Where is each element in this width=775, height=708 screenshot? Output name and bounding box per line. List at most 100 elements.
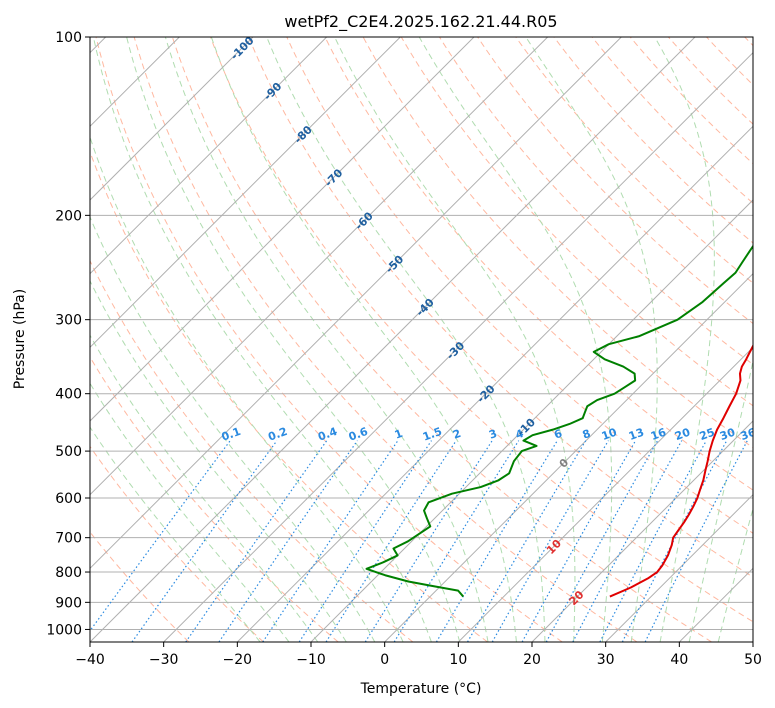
isotherm-gridline (163, 51, 753, 642)
y-tick-label: 500 (55, 444, 82, 460)
x-tick-label: −30 (149, 652, 179, 668)
mixing-ratio-line (466, 440, 587, 642)
moist-adiabat (90, 334, 319, 642)
x-tick-label: 0 (380, 652, 389, 668)
mixing-ratio-line (545, 440, 659, 642)
mixing-ratio-label: 30 (718, 425, 737, 443)
x-tick-label: 20 (523, 652, 541, 668)
isotherm-gridline (457, 346, 753, 642)
y-tick-label: 400 (55, 387, 82, 403)
mixing-ratio-line (131, 440, 278, 642)
moist-adiabat (92, 37, 432, 642)
y-tick-label: 800 (55, 565, 82, 581)
dry-adiabat (90, 259, 414, 642)
isotherm-gridline (90, 37, 475, 422)
mixing-ratio-line (644, 440, 748, 642)
mixing-ratio-label: 8 (581, 427, 593, 442)
moist-adiabat (90, 135, 404, 642)
moist-adiabat (90, 215, 376, 642)
mixing-ratio-label: 0.1 (220, 425, 243, 444)
dry-adiabat (248, 37, 753, 578)
y-tick-label: 100 (55, 30, 82, 46)
mixing-ratio-label: 0.6 (347, 425, 370, 444)
mixing-ratio-line (521, 440, 637, 642)
mixing-ratio-label: 36 (739, 425, 758, 443)
x-tick-label: 50 (744, 652, 762, 668)
x-axis-title: Temperature (°C) (360, 681, 482, 697)
moist-adiabat (688, 358, 753, 642)
dry-adiabat (477, 37, 753, 325)
mixing-ratio-label: 25 (698, 426, 717, 443)
x-tick-label: 30 (597, 652, 615, 668)
moist-adiabat (418, 37, 613, 642)
mixing-ratio-label: 10 (600, 425, 619, 443)
mixing-ratio-line (218, 440, 358, 642)
mixing-ratio-line (435, 440, 558, 642)
mixing-ratio-label: 1 (393, 427, 405, 442)
chart-title: wetPf2_C2E4.2025.162.21.44.R05 (284, 12, 557, 32)
isotherm-gridline (531, 420, 753, 642)
temperature-trace (609, 343, 753, 598)
moist-adiabat (210, 37, 517, 642)
y-tick-label: 1000 (46, 622, 82, 638)
dry-adiabat (515, 37, 753, 284)
mixing-ratio-label: 4 (514, 427, 526, 442)
isotherm-gridline (90, 37, 549, 496)
x-tick-label: 10 (449, 652, 467, 668)
dry-adiabat (90, 445, 264, 642)
y-tick-label: 200 (55, 208, 82, 224)
mixing-ratio-label: 20 (673, 425, 692, 443)
moist-adiabat (334, 37, 576, 642)
moist-adiabat (525, 37, 658, 642)
y-tick-label: 700 (55, 531, 82, 547)
plot-frame (89, 36, 754, 643)
x-tick-label: −40 (75, 652, 105, 668)
isotherm-gridline (90, 37, 696, 642)
mixing-ratio-label: 13 (627, 426, 646, 443)
moist-adiabat (126, 37, 461, 642)
mixing-ratio-line (262, 440, 399, 642)
moist-adiabat (164, 37, 489, 642)
y-tick-label: 300 (55, 313, 82, 329)
x-tick-label: 40 (670, 652, 688, 668)
dry-adiabat (629, 37, 753, 165)
moist-adiabat (654, 37, 715, 642)
moist-adiabat (90, 426, 261, 642)
plot-layer (90, 37, 753, 642)
y-axis-title: Pressure (hPa) (12, 289, 28, 389)
mixing-ratio-label: 2 (451, 427, 463, 442)
mixing-ratio-label: 0.4 (316, 425, 339, 444)
x-tick-label: −20 (223, 652, 253, 668)
isotherm-gridline (236, 125, 753, 642)
isotherm-gridline (90, 37, 254, 201)
mixing-ratio-line (90, 440, 231, 632)
mixing-ratio-line (364, 440, 493, 642)
moist-adiabat (717, 506, 753, 642)
dry-adiabat (591, 37, 753, 204)
mixing-ratio-line (393, 440, 520, 642)
isotherm-label: 30 (589, 639, 609, 659)
mixing-ratio-label: 16 (649, 425, 668, 443)
y-tick-label: 900 (55, 595, 82, 611)
plot-area (90, 37, 753, 642)
mixing-ratio-line (572, 440, 683, 642)
isotherm-gridline (310, 199, 753, 642)
mixing-ratio-label: 6 (552, 427, 564, 442)
isotherm-gridline (90, 37, 401, 349)
dry-adiabat (95, 37, 563, 642)
isotherm-gridline (605, 493, 753, 642)
dry-adiabat (133, 37, 638, 642)
isotherm-gridline (384, 272, 753, 642)
y-tick-label: 600 (55, 491, 82, 507)
isotherm-gridline (90, 37, 328, 275)
dewpoint-trace (365, 244, 753, 598)
mixing-ratio-label: 1.5 (421, 425, 444, 444)
moist-adiabat (266, 37, 546, 642)
axes: −40 −30 −20 −10 0 10 20 30 40 5010020030040050060… (46, 30, 762, 668)
mixing-ratio-label: 3 (487, 427, 499, 442)
mixing-ratio-line (298, 440, 432, 642)
dry-adiabat (171, 37, 712, 642)
moist-adiabat (90, 382, 290, 642)
x-tick-label: −10 (296, 652, 326, 668)
